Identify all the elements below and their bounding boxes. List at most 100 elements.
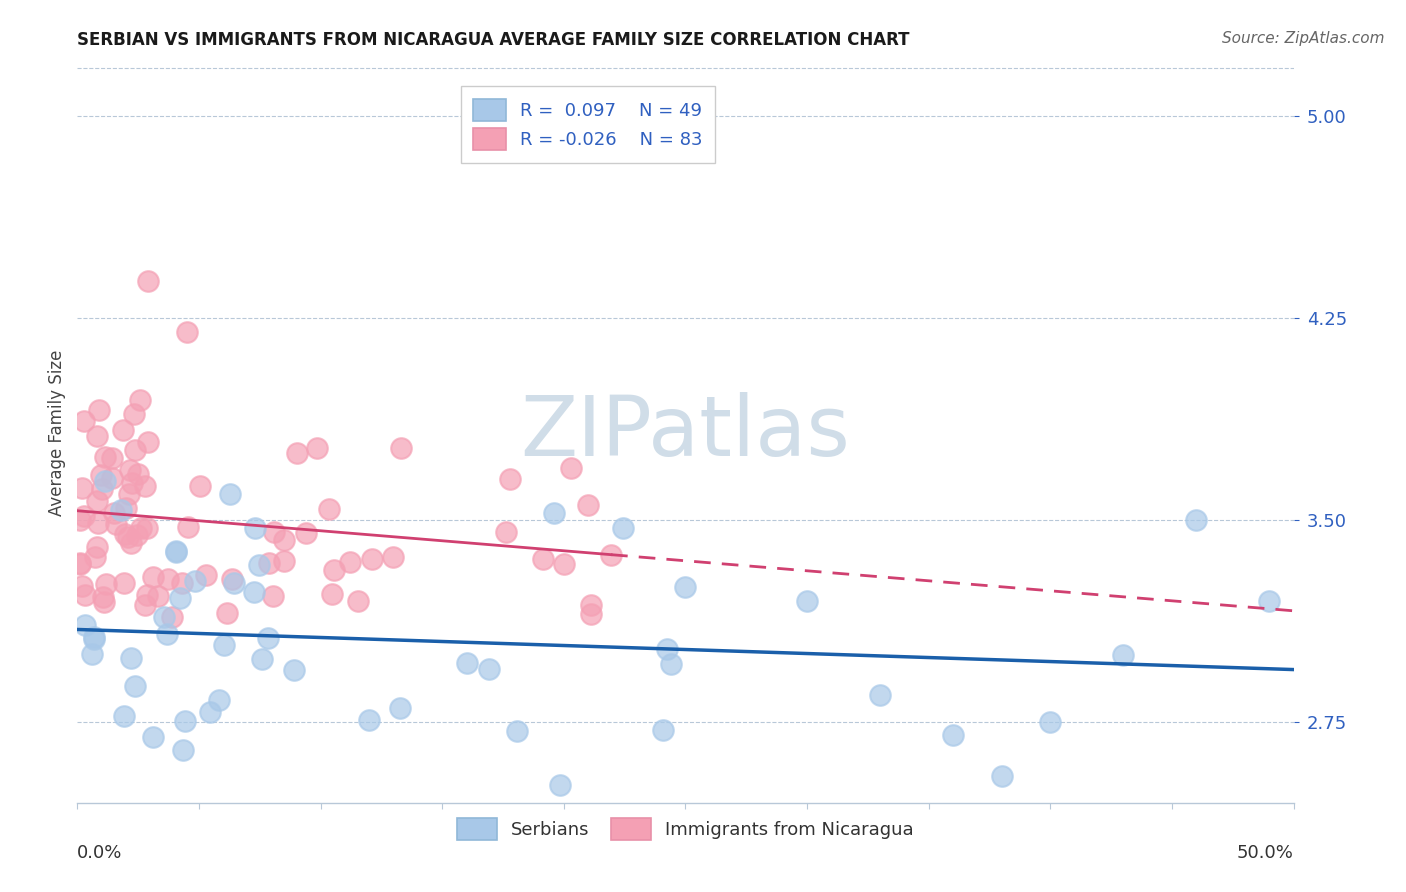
Point [115,500,138,515]
Point [83,630,105,644]
Point [543,506,565,520]
Point [127,467,149,481]
Point [581,607,603,622]
Point [243,521,266,535]
Point [263,524,285,539]
Point [252,652,274,666]
Point [93,595,115,609]
Point [120,535,142,549]
Point [112,708,135,723]
Point [142,570,165,584]
Point [156,627,179,641]
Point [70,481,93,495]
Point [160,610,183,624]
Text: 50.0%: 50.0% [1237,844,1294,862]
Point [195,568,218,582]
Point [499,472,522,486]
Text: ZIPatlas: ZIPatlas [520,392,851,473]
Point [153,610,176,624]
Point [86,428,108,442]
Point [1112,648,1135,662]
Point [675,581,697,595]
Point [382,550,405,565]
Point [796,594,818,608]
Point [172,743,194,757]
Point [576,498,599,512]
Point [134,478,156,492]
Point [101,470,124,484]
Point [212,639,235,653]
Point [104,517,127,532]
Point [347,594,370,608]
Point [69,513,91,527]
Point [165,544,187,558]
Point [73,618,96,632]
Point [322,563,344,577]
Point [247,558,270,572]
Point [129,392,152,407]
Point [103,506,125,520]
Point [86,494,108,508]
Point [176,325,198,339]
Point [142,730,165,744]
Point [100,451,122,466]
Point [121,475,143,490]
Point [136,274,159,288]
Point [188,479,211,493]
Legend: Serbians, Immigrants from Nicaragua: Serbians, Immigrants from Nicaragua [449,809,922,849]
Point [90,468,112,483]
Point [221,572,243,586]
Point [339,555,361,569]
Point [200,705,222,719]
Point [1039,714,1062,729]
Point [256,632,278,646]
Point [243,584,266,599]
Point [165,545,187,559]
Point [224,575,246,590]
Point [651,723,673,738]
Point [659,657,682,671]
Point [124,407,146,421]
Point [579,598,602,612]
Point [94,474,117,488]
Point [495,524,517,539]
Text: 0.0%: 0.0% [77,844,122,862]
Point [111,423,134,437]
Point [94,576,117,591]
Point [1258,594,1281,608]
Point [135,588,157,602]
Point [869,688,891,702]
Point [600,549,623,563]
Point [83,632,105,646]
Point [138,435,160,450]
Point [177,520,200,534]
Point [120,651,142,665]
Point [506,724,529,739]
Point [318,502,340,516]
Point [553,557,575,571]
Point [75,588,97,602]
Point [321,587,343,601]
Point [73,508,96,523]
Point [1185,513,1208,527]
Point [262,590,284,604]
Point [86,540,108,554]
Point [208,693,231,707]
Point [184,574,207,588]
Point [114,527,136,541]
Point [531,552,554,566]
Point [134,598,156,612]
Point [215,606,238,620]
Point [87,516,110,530]
Point [273,533,295,548]
Y-axis label: Average Family Size: Average Family Size [48,350,66,516]
Point [131,521,153,535]
Point [112,576,135,591]
Point [91,590,114,604]
Point [127,527,149,541]
Point [388,701,411,715]
Point [305,441,328,455]
Point [82,647,104,661]
Point [94,450,117,464]
Point [294,525,316,540]
